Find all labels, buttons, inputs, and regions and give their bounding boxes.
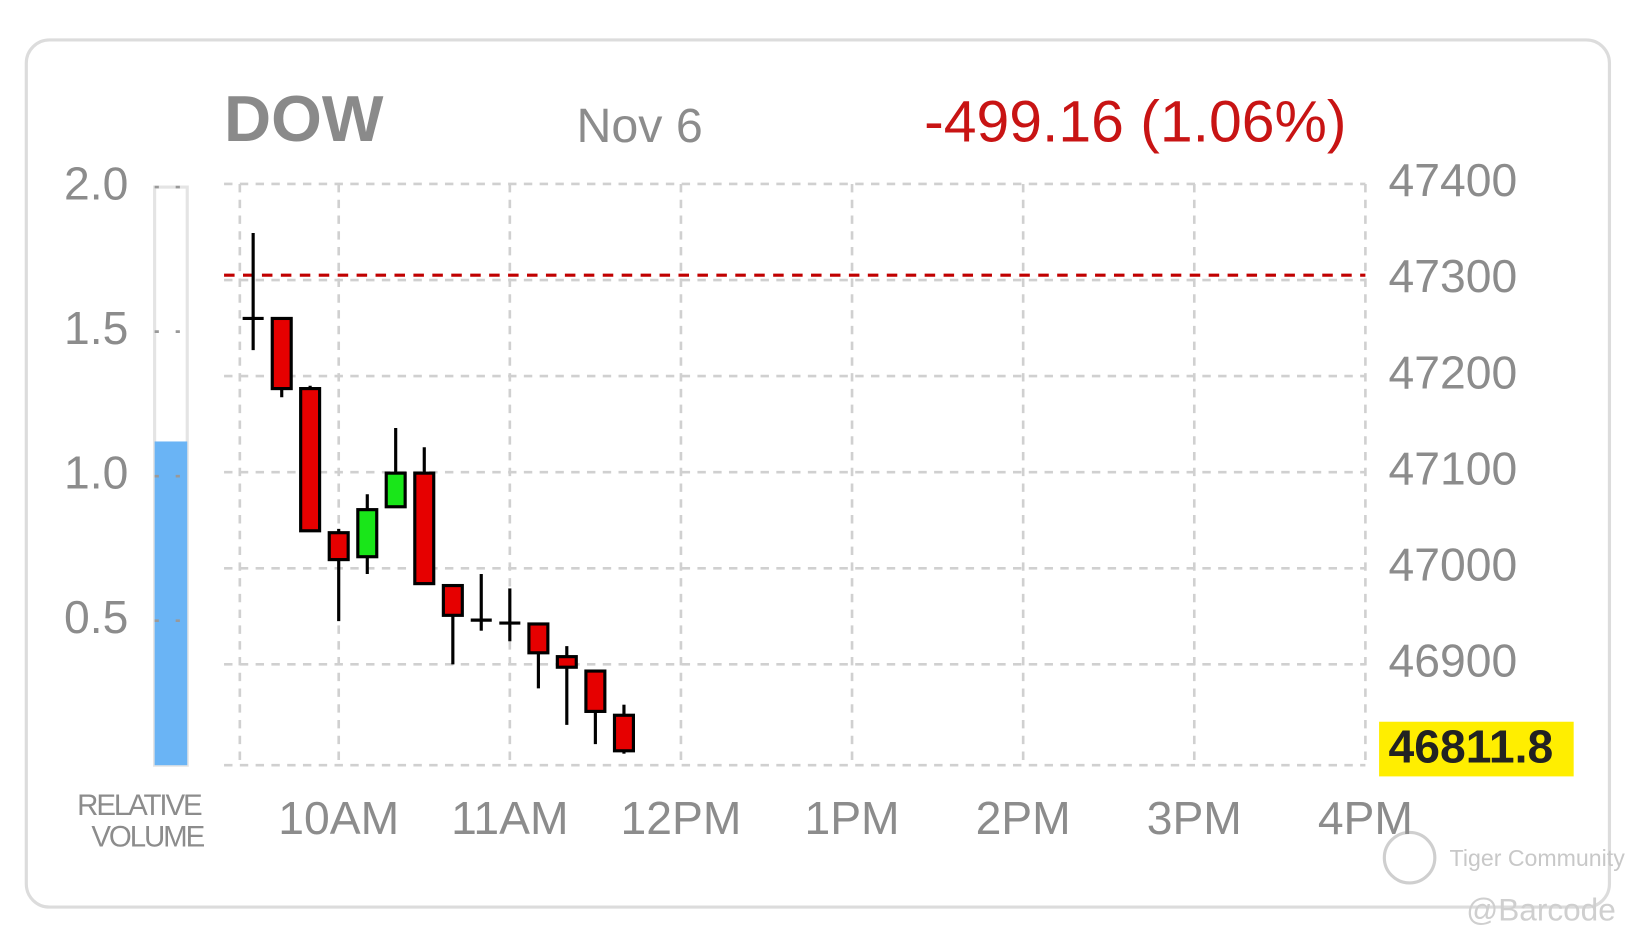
x-tick-label: 10AM bbox=[278, 792, 399, 844]
x-tick-label: 3PM bbox=[1147, 792, 1242, 844]
axis-label: VOLUME bbox=[91, 821, 204, 854]
axis-label: RELATIVE bbox=[77, 789, 202, 822]
x-tick-label: 11AM bbox=[451, 792, 568, 844]
candle-body bbox=[584, 669, 607, 713]
candle-body bbox=[356, 508, 379, 559]
volume-bar bbox=[154, 441, 188, 766]
candle-body bbox=[612, 713, 636, 753]
x-tick-label: 2PM bbox=[976, 792, 1071, 844]
y-tick-label: 1.5 bbox=[64, 302, 128, 354]
y-tick-label: 47100 bbox=[1389, 442, 1518, 494]
chart-title: DOW bbox=[224, 82, 384, 155]
x-tick-label: 12PM bbox=[620, 792, 741, 844]
y-tick-label: 47300 bbox=[1389, 250, 1518, 302]
x-tick-label: 4PM bbox=[1318, 792, 1413, 844]
last-price-label: 46811.8 bbox=[1389, 720, 1554, 772]
y-tick-label: 47400 bbox=[1389, 154, 1518, 206]
y-tick-label: 47000 bbox=[1389, 538, 1518, 590]
date: Nov 6 bbox=[576, 99, 702, 153]
card bbox=[24, 38, 1612, 909]
candle-body bbox=[270, 316, 293, 391]
y-tick-label: 47200 bbox=[1389, 346, 1518, 398]
candle-body bbox=[413, 471, 436, 586]
y-tick-label: 0.5 bbox=[64, 591, 128, 643]
y-tick-label: 46900 bbox=[1389, 635, 1518, 687]
x-tick-label: 1PM bbox=[804, 792, 899, 844]
y-tick-label: 2.0 bbox=[64, 157, 128, 209]
last-price-box bbox=[1379, 721, 1574, 777]
change: -499.16 (1.06%) bbox=[924, 90, 1346, 155]
candle-body bbox=[441, 583, 464, 617]
candle-body bbox=[555, 655, 578, 669]
candle-body bbox=[299, 387, 322, 533]
candle-body bbox=[327, 531, 350, 562]
candle-body bbox=[384, 471, 407, 509]
watermark-logo bbox=[1382, 830, 1437, 885]
watermark: @Barcode bbox=[1466, 892, 1616, 928]
watermark: Tiger Community bbox=[1450, 845, 1626, 871]
y-tick-label: 1.0 bbox=[64, 446, 128, 498]
candle-body bbox=[527, 622, 550, 655]
